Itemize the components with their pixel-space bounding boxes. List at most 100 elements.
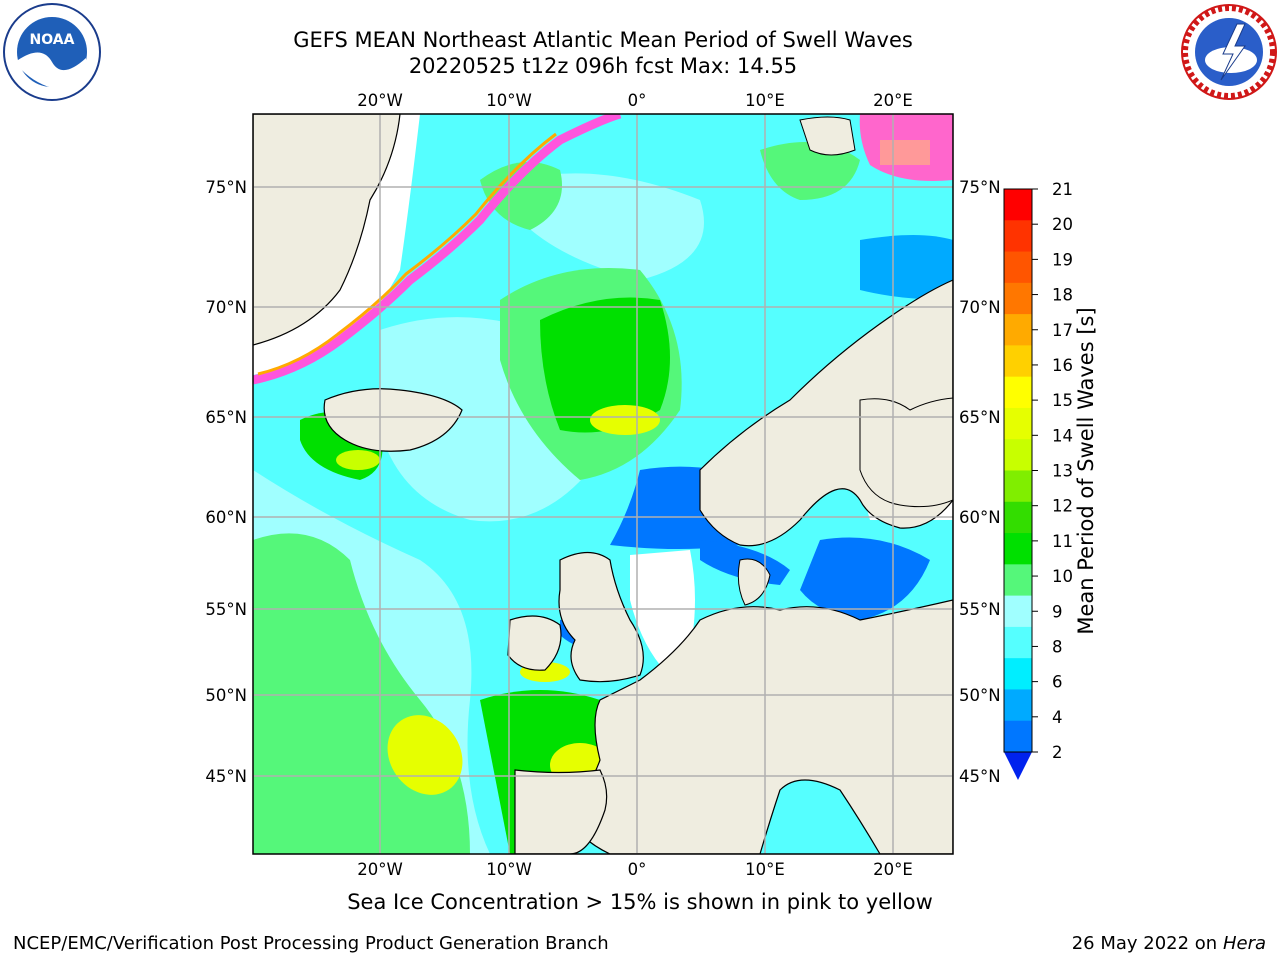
colorbar-tick-label: 14: [1052, 426, 1073, 445]
colorbar-segment: [1004, 220, 1032, 253]
land-greenland: [253, 114, 401, 346]
colorbar-tick-label: 2: [1052, 743, 1063, 762]
colorbar-tick-label: 8: [1052, 637, 1063, 656]
lat-label-right: 75°N: [959, 178, 1001, 197]
colorbar-tick-label: 6: [1052, 673, 1063, 692]
colorbar-segment: [1004, 658, 1032, 690]
sea-ice-edge-inner: [257, 132, 557, 376]
colorbar-segment: [1004, 720, 1032, 753]
swell-low-region-barents: [860, 235, 953, 300]
colorbar-segment: [1004, 407, 1032, 440]
swell-max-region-iceland: [336, 450, 380, 470]
lon-label-bottom: 10°E: [745, 860, 785, 879]
lat-label-left: 50°N: [205, 686, 247, 705]
lat-label-left: 70°N: [205, 298, 247, 317]
swell-10s-region-barents: [760, 142, 860, 200]
lat-label-right: 65°N: [959, 408, 1001, 427]
lon-label-top: 0°: [628, 91, 647, 110]
colorbar-tick-label: 16: [1052, 356, 1073, 375]
swell-9s-region-arctic: [520, 173, 704, 280]
lon-label-bottom: 10°W: [486, 860, 532, 879]
colorbar-segment: [1004, 595, 1032, 628]
noaa-logo: NOAA: [3, 3, 101, 101]
lat-labels-left: 75°N 70°N 65°N 60°N 55°N 50°N 45°N: [205, 178, 247, 786]
colorbar-tick-label: 11: [1052, 532, 1073, 551]
swell-10s-region-greenland-sea: [480, 162, 562, 230]
land-iberia: [514, 769, 608, 854]
noaa-logo-text: NOAA: [30, 32, 75, 48]
nws-logo: [1181, 4, 1277, 100]
colorbar-tick-label: 19: [1052, 250, 1073, 269]
colorbar-segment: [1004, 470, 1032, 503]
lat-label-right: 70°N: [959, 298, 1001, 317]
lon-label-top: 20°W: [357, 91, 403, 110]
sea-ice-svalbard-core: [880, 140, 930, 165]
colorbar-tick-label: 12: [1052, 497, 1073, 516]
colorbar-tick-label: 13: [1052, 462, 1073, 481]
colorbar-tick-label: 17: [1052, 321, 1073, 340]
lat-labels-right: 75°N 70°N 65°N 60°N 55°N 50°N 45°N: [959, 178, 1001, 786]
lon-labels-top: 20°W 10°W 0° 10°E 20°E: [357, 91, 913, 110]
lon-label-bottom: 0°: [628, 860, 647, 879]
credit-date: 26 May 2022 on: [1071, 933, 1218, 954]
lon-labels-bottom: 20°W 10°W 0° 10°E 20°E: [357, 860, 913, 879]
colorbar-segment: [1004, 314, 1032, 346]
colorbar-segment: [1004, 689, 1032, 722]
credit-left: NCEP/EMC/Verification Post Processing Pr…: [13, 933, 609, 954]
colorbar-segments: [1004, 189, 1032, 753]
land-finland: [859, 397, 953, 508]
swell-max-region-west: [387, 715, 463, 795]
land-denmark: [737, 558, 771, 606]
colorbar-extend-arrow: [1004, 752, 1032, 780]
lat-label-right: 60°N: [959, 508, 1001, 527]
colorbar-segment: [1004, 376, 1032, 409]
colorbar-segment: [1004, 251, 1032, 284]
lat-label-left: 45°N: [205, 767, 247, 786]
lon-label-top: 10°W: [486, 91, 532, 110]
lat-label-left: 75°N: [205, 178, 247, 197]
credit-machine: Hera: [1222, 933, 1266, 954]
graticule: [253, 114, 953, 854]
lon-label-top: 10°E: [745, 91, 785, 110]
map-field: [253, 114, 953, 854]
chart-title: GEFS MEAN Northeast Atlantic Mean Period…: [293, 28, 913, 52]
colorbar-segment: [1004, 345, 1032, 378]
colorbar-tick-label: 21: [1052, 180, 1073, 199]
land-svalbard: [799, 116, 856, 156]
colorbar-tick-label: 9: [1052, 602, 1063, 621]
colorbar-tick-label: 20: [1052, 215, 1073, 234]
land-great-britain: [558, 551, 644, 683]
colorbar-tick-label: 18: [1052, 286, 1073, 305]
lon-label-bottom: 20°E: [873, 860, 913, 879]
swell-max-region-norwegian: [590, 405, 660, 435]
lat-label-right: 55°N: [959, 600, 1001, 619]
lat-label-left: 55°N: [205, 600, 247, 619]
colorbar-tick-label: 15: [1052, 391, 1073, 410]
colorbar-segment: [1004, 626, 1032, 659]
colorbar-tick-label: 10: [1052, 567, 1073, 586]
sea-ice-edge: [253, 114, 622, 385]
colorbar-segment: [1004, 564, 1032, 597]
colorbar: 21 20 19 18 17 16 15 14 13 12 11 10 9 8 6 4 2: [1003, 180, 1073, 780]
credit-right: 26 May 2022 on Hera: [1072, 933, 1266, 954]
lat-label-left: 65°N: [205, 408, 247, 427]
colorbar-ticks: 21 20 19 18 17 16 15 14 13 12 11 10 9 8 6 4 2: [1032, 180, 1073, 762]
lon-label-top: 20°E: [873, 91, 913, 110]
colorbar-segment: [1004, 439, 1032, 471]
colorbar-label: Mean Period of Swell Waves [s]: [1074, 307, 1098, 635]
chart-subtitle: 20220525 t12z 096h fcst Max: 14.55: [408, 54, 798, 78]
no-data-region-north-sea: [630, 550, 695, 665]
land-ireland: [507, 615, 562, 671]
land-iceland: [323, 388, 463, 452]
lat-label-left: 60°N: [205, 508, 247, 527]
lon-label-bottom: 20°W: [357, 860, 403, 879]
lat-label-right: 50°N: [959, 686, 1001, 705]
colorbar-segment: [1004, 282, 1032, 315]
sea-ice-note: Sea Ice Concentration > 15% is shown in …: [347, 890, 933, 914]
colorbar-tick-label: 4: [1052, 708, 1063, 727]
map-frame: [252, 113, 954, 855]
colorbar-segment: [1004, 189, 1032, 221]
swell-low-region-baltic: [800, 537, 930, 620]
colorbar-segment: [1004, 501, 1032, 534]
